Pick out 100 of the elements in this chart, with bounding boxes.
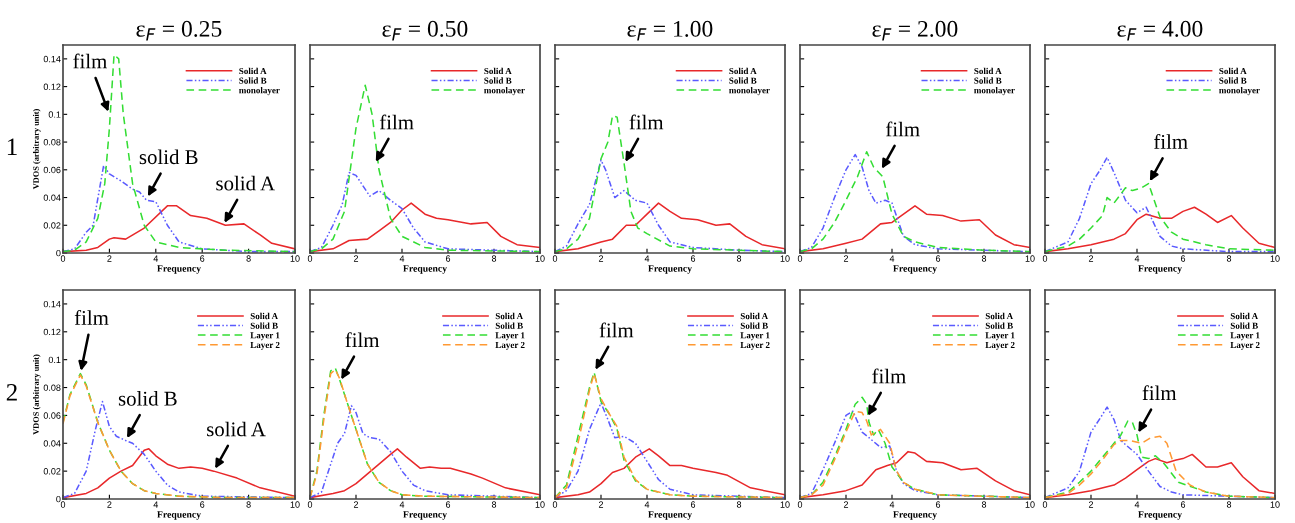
x-tick-label: 10 bbox=[290, 255, 300, 262]
annotation: film bbox=[886, 121, 920, 137]
annotation: film bbox=[345, 332, 380, 347]
x-tick-label: 8 bbox=[981, 255, 987, 262]
x-tick-label: 10 bbox=[780, 501, 790, 508]
x-tick-label: 10 bbox=[290, 501, 300, 508]
x-tick-label: 8 bbox=[736, 255, 742, 262]
x-tick-label: 0 bbox=[797, 255, 803, 262]
x-tick-label: 6 bbox=[200, 501, 205, 508]
x-tick-label: 10 bbox=[780, 255, 790, 262]
legend-label: Layer 1 bbox=[740, 332, 770, 341]
y-tick-label: 0.06 bbox=[43, 412, 61, 419]
y-tick-label: 0.02 bbox=[43, 468, 61, 475]
x-tick-label: 2 bbox=[107, 255, 112, 262]
x-tick-label: 6 bbox=[445, 255, 451, 262]
x-tick-label: 6 bbox=[935, 501, 941, 508]
y-axis-title: VDOS (arbitrary unit) bbox=[32, 354, 41, 435]
x-axis-title: Frequency bbox=[403, 511, 447, 520]
legend-label: Layer 2 bbox=[1230, 341, 1260, 350]
legend-label: Solid A bbox=[1230, 312, 1259, 320]
legend-label: Layer 2 bbox=[495, 341, 525, 350]
x-axis-title: Frequency bbox=[893, 511, 937, 520]
y-tick-label: 0.02 bbox=[43, 222, 61, 229]
x-tick-label: 0 bbox=[1042, 255, 1048, 262]
x-tick-label: 4 bbox=[153, 255, 159, 262]
x-tick-label: 0 bbox=[797, 501, 803, 508]
y-tick-label: 0.14 bbox=[43, 55, 61, 63]
x-tick-label: 0 bbox=[552, 501, 558, 508]
x-tick-label: 6 bbox=[690, 255, 696, 262]
legend-label: Solid B bbox=[1219, 77, 1247, 84]
x-tick-label: 2 bbox=[598, 501, 604, 508]
x-tick-label: 8 bbox=[246, 255, 251, 262]
x-axis-title: Frequency bbox=[403, 265, 447, 274]
x-tick-label: 6 bbox=[445, 501, 451, 508]
x-tick-label: 10 bbox=[1025, 255, 1035, 262]
chart-title: ε$_{F}$ = 0.25 bbox=[136, 20, 222, 41]
y-tick-label: 0 bbox=[56, 249, 61, 257]
legend-label: Solid A bbox=[985, 312, 1014, 320]
y-tick-label: 0.04 bbox=[43, 440, 61, 447]
legend-label: monolayer bbox=[729, 86, 770, 96]
legend-label: Layer 2 bbox=[250, 341, 280, 350]
text: 2 bbox=[6, 383, 17, 401]
x-tick-label: 4 bbox=[644, 501, 650, 508]
x-axis-title: Frequency bbox=[1138, 511, 1182, 520]
x-axis-title: Frequency bbox=[648, 265, 692, 274]
annotation: film bbox=[872, 368, 906, 384]
legend-label: Solid A bbox=[974, 67, 1002, 75]
chart-title: ε$_{F}$ = 0.50 bbox=[382, 20, 468, 41]
x-tick-label: 2 bbox=[353, 501, 359, 508]
x-tick-label: 4 bbox=[153, 501, 159, 508]
x-tick-label: 2 bbox=[353, 255, 359, 262]
x-tick-label: 6 bbox=[200, 255, 205, 262]
y-tick-label: 0.1 bbox=[48, 356, 61, 364]
x-tick-label: 6 bbox=[690, 501, 696, 508]
annotation: film bbox=[599, 322, 634, 338]
x-tick-label: 10 bbox=[1270, 501, 1280, 508]
legend-label: Layer 1 bbox=[495, 332, 525, 341]
legend-label: Solid B bbox=[974, 77, 1002, 84]
y-tick-label: 0.12 bbox=[43, 328, 61, 336]
text: 1 bbox=[7, 138, 17, 156]
x-tick-label: 6 bbox=[1180, 501, 1186, 508]
x-tick-label: 4 bbox=[399, 255, 405, 262]
x-tick-label: 2 bbox=[107, 501, 112, 508]
legend-label: Solid A bbox=[495, 312, 524, 320]
legend-label: monolayer bbox=[239, 86, 280, 96]
legend-label: Solid B bbox=[985, 322, 1013, 329]
legend-label: Solid A bbox=[740, 312, 769, 320]
x-tick-label: 2 bbox=[1088, 501, 1094, 508]
annotation: film bbox=[1154, 134, 1188, 149]
x-tick-label: 2 bbox=[1088, 255, 1094, 262]
y-tick-label: 0.08 bbox=[43, 139, 61, 146]
legend-label: Solid A bbox=[239, 67, 267, 75]
annotation: solid B bbox=[139, 149, 198, 165]
x-axis-title: Frequency bbox=[157, 511, 201, 520]
x-tick-label: 4 bbox=[1134, 255, 1140, 262]
legend-label: Solid B bbox=[495, 322, 523, 329]
legend-label: Layer 1 bbox=[250, 332, 280, 341]
x-tick-label: 0 bbox=[1042, 501, 1048, 508]
x-axis-title: Frequency bbox=[1138, 265, 1182, 274]
x-tick-label: 8 bbox=[736, 501, 742, 508]
legend-label: Solid B bbox=[239, 77, 267, 84]
chart-title: ε$_{F}$ = 2.00 bbox=[872, 20, 958, 41]
x-tick-label: 2 bbox=[598, 255, 604, 262]
x-tick-label: 10 bbox=[535, 255, 545, 262]
x-tick-label: 10 bbox=[1025, 501, 1035, 508]
annotation: film bbox=[1142, 385, 1177, 400]
y-tick-label: 0 bbox=[56, 495, 61, 503]
x-tick-label: 10 bbox=[1270, 255, 1280, 262]
x-tick-label: 8 bbox=[1226, 501, 1232, 508]
x-tick-label: 6 bbox=[935, 255, 941, 262]
x-tick-label: 0 bbox=[307, 255, 313, 262]
x-tick-label: 8 bbox=[1226, 255, 1232, 262]
x-tick-label: 8 bbox=[981, 501, 987, 508]
x-tick-label: 8 bbox=[491, 255, 497, 262]
x-tick-label: 4 bbox=[889, 501, 895, 508]
y-axis-title: VDOS (arbitrary unit) bbox=[32, 109, 41, 190]
legend-label: monolayer bbox=[484, 86, 525, 96]
annotation: film bbox=[629, 114, 664, 130]
annotation: solid A bbox=[216, 175, 275, 191]
y-tick-label: 0.14 bbox=[43, 300, 61, 308]
